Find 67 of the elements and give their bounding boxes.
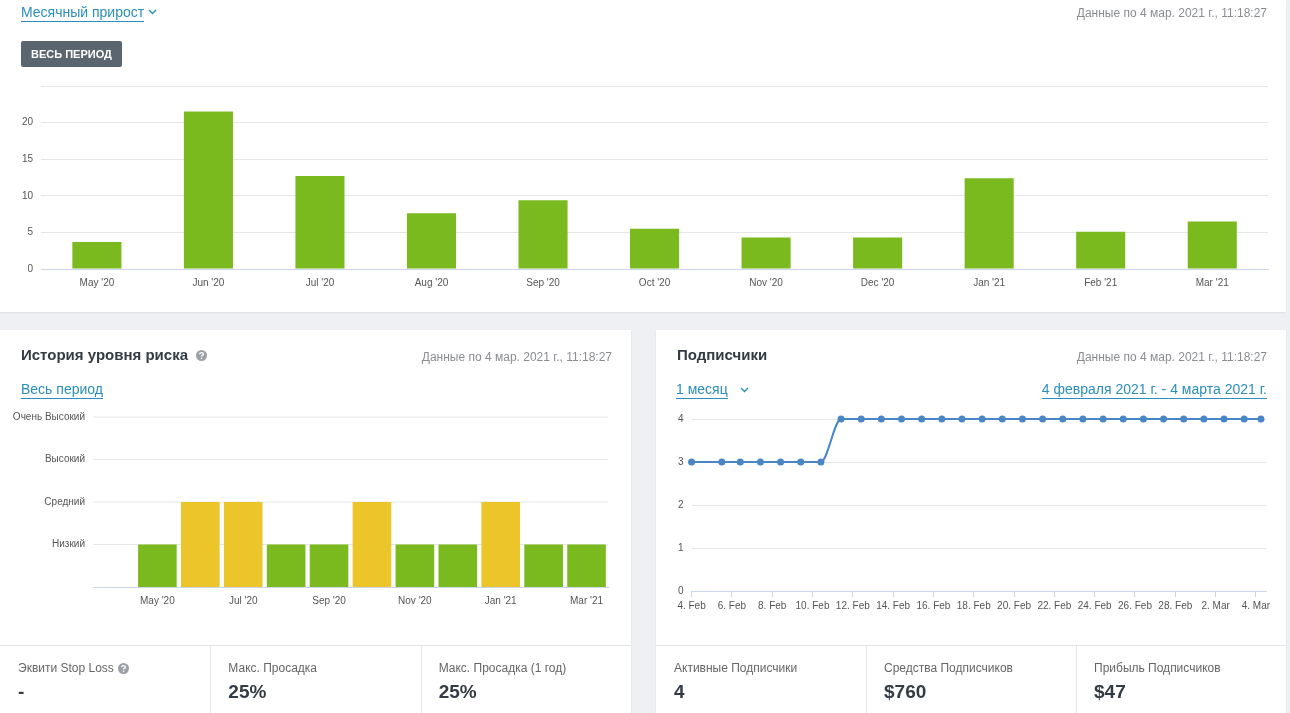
text: ВЕСЬ ПЕРИОД [21,41,122,67]
x-tick-label: Feb '21 [1084,276,1118,288]
x-tick-label: 18. Feb [956,599,992,611]
x-tick-label: Sep '20 [312,594,347,606]
y-tick-label: 3 [678,455,684,467]
chart-subtitle: Данные по 4 мар. 2021 г., 11:18:27 [421,350,612,364]
y-tick-label: 20 [22,116,34,128]
text: 1 месяц [676,381,728,399]
text: Активные Подписчики [674,661,798,675]
ref-line-label: Очень Высокий [12,410,85,422]
x-tick-label: 20. Feb [997,599,1032,611]
y-tick-label: 2 [678,498,684,510]
x-tick-label: May '20 [140,594,176,606]
x-tick-label: 14. Feb [876,599,911,611]
x-tick-label: Jul '20 [305,276,335,288]
x-tick-label: Oct '20 [638,276,671,288]
x-tick-label: 22. Feb [1037,599,1072,611]
text: $47 [1094,681,1126,703]
chart-title: История уровня риска [21,346,188,363]
x-tick-label: May '20 [79,276,115,288]
text: 25% [438,681,477,703]
y-tick-label: 0 [678,584,684,596]
x-tick-label: Mar '21 [1195,276,1230,288]
x-tick-label: 16. Feb [916,599,951,611]
y-tick-label: 4 [678,412,684,424]
ref-line-label: Средний [44,495,85,507]
y-tick-label: 5 [27,226,34,238]
x-tick-label: Jan '21 [484,594,518,606]
chart-title: Месячный прирост [21,4,145,22]
x-tick-label: 6. Feb [717,599,747,611]
text: 4 февраля 2021 г. - 4 марта 2021 г. [1041,381,1267,399]
chart-subtitle: Данные по 4 мар. 2021 г., 11:18:27 [1076,6,1267,20]
x-tick-label: Mar '21 [570,594,604,606]
x-tick-label: 4. Mar [1241,599,1271,611]
x-tick-label: Sep '20 [526,276,561,288]
text: $760 [884,681,927,703]
x-tick-label: 10. Feb [795,599,830,611]
x-tick-label: 2. Mar [1201,599,1231,611]
y-tick-label: 0 [27,262,34,274]
ref-line-label: Высокий [44,453,85,465]
text: Весь период [21,381,103,399]
x-tick-label: 8. Feb [758,599,787,611]
y-tick-label: 10 [22,189,34,201]
chart-subtitle: Данные по 4 мар. 2021 г., 11:18:27 [1076,350,1267,364]
text: - [18,681,25,703]
x-tick-label: Jan '21 [973,276,1006,288]
text: Макс. Просадка (1 год) [438,661,567,675]
x-tick-label: 4. Feb [677,599,707,611]
chart-title: Подписчики [677,346,768,363]
ref-line-label: Низкий [52,538,85,550]
x-tick-label: Nov '20 [398,594,433,606]
x-tick-label: Jul '20 [228,594,258,606]
text: Эквити Stop Loss [18,661,114,675]
y-tick-label: 1 [678,541,684,553]
x-tick-label: Nov '20 [749,276,784,288]
x-tick-label: 26. Feb [1118,599,1153,611]
x-tick-label: Jun '20 [192,276,225,288]
text: Прибыль Подписчиков [1094,661,1221,675]
x-tick-label: Aug '20 [414,276,449,288]
text: Макс. Просадка [228,661,318,675]
x-tick-label: 28. Feb [1158,599,1193,611]
x-tick-label: 24. Feb [1077,599,1113,611]
x-tick-label: 12. Feb [835,599,871,611]
text: Средства Подписчиков [884,661,1013,675]
text: 25% [228,681,267,703]
y-tick-label: 15 [22,152,34,164]
x-tick-label: Dec '20 [860,276,895,288]
